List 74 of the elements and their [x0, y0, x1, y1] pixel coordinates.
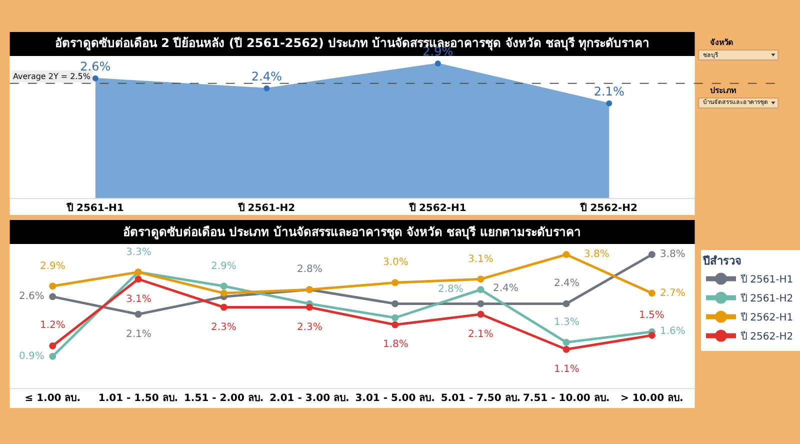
point	[220, 282, 228, 290]
point	[220, 290, 228, 297]
point	[49, 342, 56, 350]
data-label: 3.1%	[126, 294, 152, 305]
x-tick-label: > 10.00 ลบ.	[620, 393, 684, 404]
x-tick-label: 1.01 - 1.50 ลบ.	[98, 393, 178, 404]
point	[220, 304, 228, 311]
data-label: 0.9%	[19, 351, 44, 362]
x-tick-label: ปี 2562-H2	[580, 202, 638, 214]
point	[562, 346, 570, 353]
data-label: 2.8%	[438, 284, 464, 295]
point	[392, 314, 399, 322]
data-label: 2.6%	[80, 60, 111, 74]
text: ประเภท	[710, 86, 736, 95]
data-label: 3.1%	[468, 254, 494, 265]
data-label: 2.1%	[594, 84, 624, 99]
point	[134, 276, 142, 283]
data-label: 3.3%	[126, 247, 152, 258]
point	[477, 276, 484, 283]
x-tick-label: ปี 2561-H1	[66, 202, 124, 214]
data-label: 2.1%	[468, 329, 494, 340]
point	[477, 286, 484, 294]
point	[648, 332, 656, 339]
legend-title: ปีสำรวจ	[702, 254, 741, 268]
point	[392, 279, 399, 286]
data-label: 2.3%	[297, 322, 322, 333]
data-label: 2.1%	[126, 329, 152, 340]
data-label: 1.1%	[554, 364, 580, 375]
legend-label: ปี 2561-H1	[740, 274, 794, 286]
point	[392, 321, 399, 328]
x-tick-label: 2.01 - 3.00 ลบ.	[270, 393, 350, 404]
x-tick-label: 7.51 - 10.00 ลบ.	[522, 393, 610, 404]
text: จังหวัด	[710, 38, 733, 47]
x-tick-label: ปี 2561-H2	[237, 202, 296, 214]
data-label: 1.5%	[639, 310, 664, 321]
data-label: 3.8%	[584, 249, 610, 260]
data-label: 3.8%	[660, 249, 686, 260]
data-label: 1.8%	[383, 339, 408, 350]
data-label: 2.4%	[251, 70, 282, 84]
point	[477, 300, 484, 308]
data-label: 2.9%	[40, 261, 66, 272]
x-tick-label: 1.51 - 2.00 ลบ.	[184, 393, 264, 404]
x-tick-label: 3.01 - 5.00 ลบ.	[355, 393, 435, 404]
chart-title: อัตราดูดซับต่อเดือน ประเภท บ้านจัดสรรและอาคารชุด จังหวัด ชลบุรี แยกตามระดับราคา	[123, 225, 581, 240]
point	[49, 352, 56, 360]
data-label: 1.2%	[40, 320, 66, 331]
data-label: 2.3%	[211, 322, 236, 333]
data-label: 1.3%	[554, 317, 580, 328]
point	[306, 304, 313, 311]
point	[477, 310, 484, 318]
point	[648, 251, 656, 258]
legend-label: ปี 2562-H2	[740, 330, 794, 343]
legend-label: ปี 2562-H1	[740, 312, 794, 324]
data-label: 2.7%	[660, 288, 686, 299]
point	[49, 293, 56, 300]
point	[134, 310, 142, 318]
data-label: 2.6%	[19, 291, 44, 302]
data-label: 1.6%	[660, 326, 686, 337]
point	[392, 300, 399, 308]
data-label: 2.4%	[493, 283, 518, 294]
point	[562, 338, 570, 346]
point	[562, 300, 570, 308]
x-tick-label: 5.01 - 7.50 ลบ.	[440, 393, 521, 404]
x-tick-label: ≤ 1.00 ลบ.	[24, 393, 81, 404]
data-label: 2.4%	[554, 278, 580, 289]
legend-label: ปี 2561-H2	[740, 292, 794, 305]
data-label: 2.8%	[297, 264, 322, 275]
data-label: 2.9%	[211, 261, 236, 272]
point	[49, 282, 56, 290]
data-label: 3.0%	[383, 257, 408, 268]
point	[562, 251, 570, 258]
point	[648, 290, 656, 297]
x-tick-label: ปี 2562-H1	[408, 202, 466, 214]
ref-line-label: Average 2Y = 2.5%	[13, 72, 91, 81]
